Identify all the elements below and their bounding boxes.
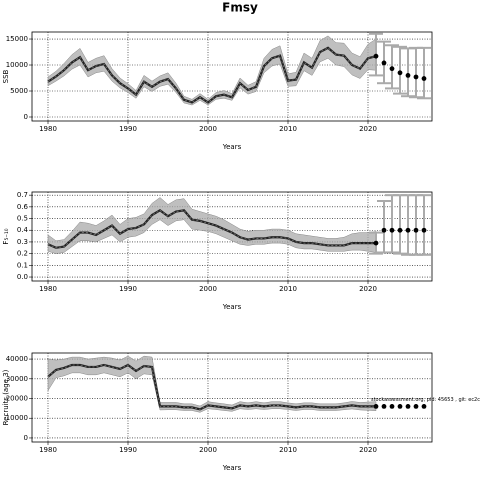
x-tick-label: 2010 bbox=[279, 446, 297, 454]
projection-point bbox=[405, 404, 411, 409]
x-tick-label: 2010 bbox=[279, 125, 297, 133]
x-tick-label: 2000 bbox=[199, 125, 217, 133]
y-axis-title: SSB bbox=[2, 69, 10, 83]
projection-point bbox=[413, 227, 419, 233]
y-tick-label: 30000 bbox=[6, 375, 28, 383]
plot-frame bbox=[31, 191, 433, 282]
projection-point bbox=[413, 404, 419, 409]
y-tick-label: 0.0 bbox=[17, 273, 28, 281]
estimate-line-dash bbox=[47, 209, 376, 249]
confidence-band bbox=[47, 35, 377, 106]
projection-point bbox=[389, 227, 395, 233]
projection-point bbox=[381, 227, 387, 233]
x-tick-label: 2010 bbox=[279, 285, 297, 293]
x-tick-label: 1990 bbox=[119, 125, 137, 133]
y-axis-title: F₅₋₁₀ bbox=[2, 228, 10, 244]
y-tick-label: 10000 bbox=[6, 414, 28, 422]
x-axis-title: Years bbox=[222, 464, 242, 472]
x-tick-label: 2020 bbox=[359, 446, 377, 454]
x-tick-label: 1980 bbox=[39, 446, 57, 454]
projection-point bbox=[421, 404, 427, 409]
y-tick-label: 0.5 bbox=[17, 215, 28, 223]
projection-point bbox=[413, 74, 419, 80]
x-tick-label: 2000 bbox=[199, 446, 217, 454]
projection-point bbox=[389, 404, 395, 409]
confidence-band bbox=[47, 355, 377, 413]
x-tick-label: 1980 bbox=[39, 125, 57, 133]
y-tick-label: 20000 bbox=[6, 395, 28, 403]
projection-point bbox=[421, 227, 427, 233]
panel: 1980 1990 2000 2010 2020 0 5000 10000 15000 Years… bbox=[2, 31, 433, 151]
projection-point bbox=[389, 66, 395, 72]
projection-point bbox=[397, 404, 403, 409]
x-tick-label: 2000 bbox=[199, 285, 217, 293]
panel: 1980 1990 2000 2010 2020 0.0 0.1 0.2 0.3 0.4 0.5 0.… bbox=[2, 191, 433, 311]
y-tick-label: 0 bbox=[24, 113, 28, 121]
y-tick-label: 5000 bbox=[10, 87, 28, 95]
projection-point bbox=[405, 227, 411, 233]
y-tick-label: 0 bbox=[24, 434, 28, 442]
projection-point bbox=[405, 73, 411, 78]
x-tick-label: 1980 bbox=[39, 285, 57, 293]
projection-point bbox=[381, 404, 387, 409]
x-tick-label: 1990 bbox=[119, 285, 137, 293]
y-tick-label: 15000 bbox=[6, 35, 28, 43]
y-tick-label: 0.3 bbox=[17, 238, 28, 246]
figure-title: Fmsy bbox=[222, 1, 258, 15]
projection-point bbox=[373, 53, 379, 59]
y-tick-label: 0.4 bbox=[17, 226, 29, 234]
y-tick-label: 0.6 bbox=[17, 203, 29, 211]
projection-point bbox=[397, 227, 403, 233]
y-tick-label: 0.2 bbox=[17, 250, 28, 258]
projection-point bbox=[421, 76, 427, 81]
x-axis-title: Years bbox=[222, 143, 242, 151]
y-tick-label: 40000 bbox=[6, 355, 28, 363]
y-axis-title: Recruits (age 3) bbox=[2, 369, 10, 425]
projection-point bbox=[397, 70, 403, 76]
x-tick-label: 2020 bbox=[359, 125, 377, 133]
plot-frame bbox=[31, 31, 433, 122]
projection-point bbox=[373, 240, 379, 246]
projection-point bbox=[373, 404, 379, 409]
plot-frame bbox=[31, 352, 433, 443]
estimate-line bbox=[47, 46, 377, 104]
x-tick-label: 1990 bbox=[119, 446, 137, 454]
projection-point bbox=[381, 60, 387, 66]
y-tick-label: 0.7 bbox=[17, 191, 28, 199]
y-tick-label: 10000 bbox=[6, 61, 28, 69]
x-axis-title: Years bbox=[222, 303, 242, 311]
estimate-line-dash bbox=[47, 364, 376, 410]
y-tick-label: 0.1 bbox=[17, 261, 28, 269]
panel: 1980 1990 2000 2010 2020 0 10000 20000 30000 4000… bbox=[2, 352, 480, 472]
annotation: stockassessment.org, pid: 45653 , git: e… bbox=[371, 397, 480, 403]
x-tick-label: 2020 bbox=[359, 285, 377, 293]
